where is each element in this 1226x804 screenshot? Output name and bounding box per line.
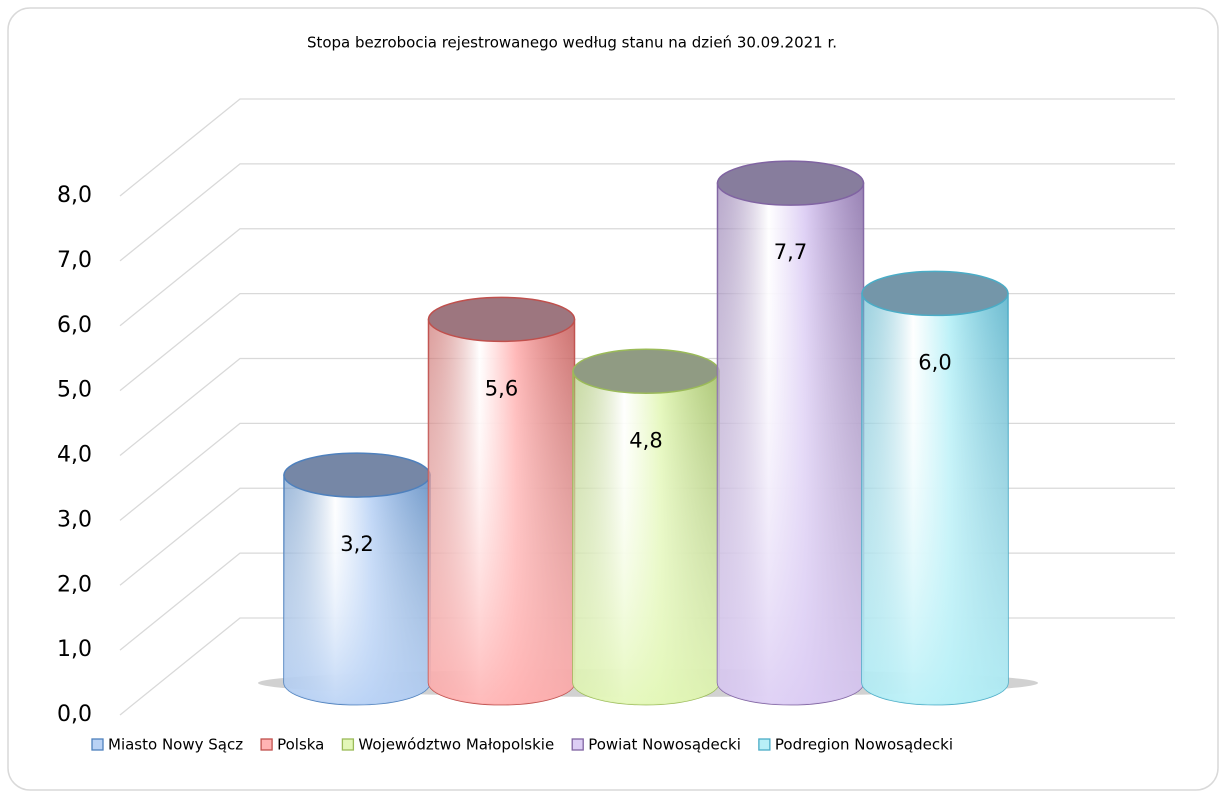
- cylinder-top-tint: [717, 161, 864, 206]
- legend-swatch: [341, 738, 355, 751]
- legend-swatch: [571, 738, 584, 751]
- chart-title: Stopa bezrobocia rejestrowanego według s…: [307, 34, 837, 52]
- y-tick-label: 8,0: [57, 183, 92, 208]
- legend-swatch: [260, 738, 273, 751]
- cylinder-body-tint: [717, 183, 864, 705]
- legend-label: Podregion Nowosądecki: [775, 736, 953, 754]
- data-label: 6,0: [918, 350, 951, 374]
- cylinder: [572, 348, 720, 706]
- grid-line: [119, 163, 1175, 262]
- cylinder-body-tint: [428, 319, 575, 705]
- cylinder: [427, 296, 576, 706]
- cylinder-top-tint: [284, 453, 430, 498]
- cylinder-top-tint: [428, 297, 575, 342]
- data-label: 4,8: [629, 428, 662, 452]
- legend-label: Polska: [277, 736, 324, 754]
- cylinder: [716, 160, 865, 706]
- y-tick-label: 1,0: [57, 637, 92, 662]
- data-label: 5,6: [485, 376, 518, 400]
- cylinder-top-tint: [862, 271, 1008, 316]
- legend-swatch: [91, 738, 104, 751]
- cylinder-top: [716, 160, 865, 206]
- cylinder-body-tint: [862, 293, 1008, 705]
- grid-line: [119, 98, 1175, 197]
- data-label: 7,7: [774, 240, 807, 264]
- legend-swatch: [758, 738, 771, 751]
- y-tick-label: 3,0: [57, 507, 92, 532]
- y-tick-label: 5,0: [57, 378, 92, 403]
- legend-label: Województwo Małopolskie: [358, 736, 554, 754]
- y-tick-label: 7,0: [57, 248, 92, 273]
- cylinder-body-tint: [284, 475, 430, 705]
- y-tick-label: 2,0: [57, 572, 92, 597]
- y-tick-label: 6,0: [57, 313, 92, 338]
- y-tick-label: 0,0: [57, 702, 92, 727]
- cylinder-top: [427, 296, 576, 343]
- cylinder-body-tint: [573, 371, 719, 705]
- cylinder: [861, 270, 1009, 706]
- cylinder-top-tint: [573, 349, 719, 394]
- legend-label: Powiat Nowosądecki: [588, 736, 741, 754]
- y-tick-label: 4,0: [57, 443, 92, 468]
- cylinder: [283, 452, 431, 706]
- legend-label: Miasto Nowy Sącz: [108, 736, 243, 754]
- data-label: 3,2: [340, 532, 373, 556]
- cylinder-top: [861, 270, 1009, 317]
